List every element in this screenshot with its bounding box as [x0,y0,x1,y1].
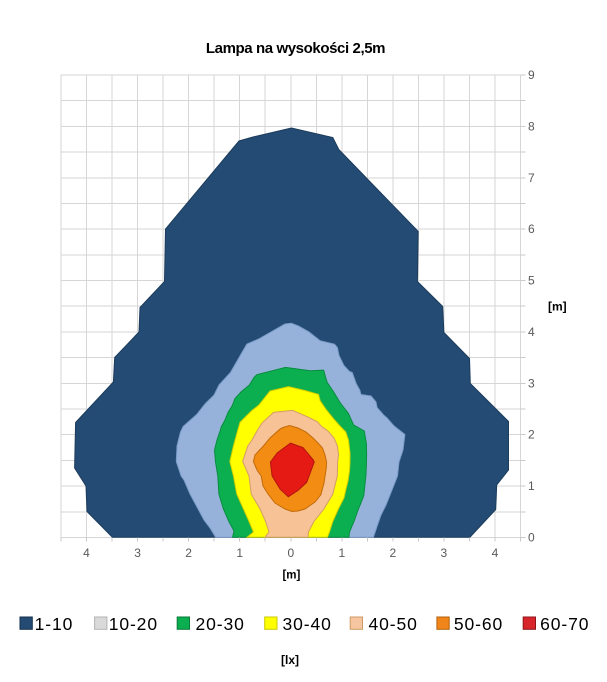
svg-text:Lampa na wysokości 2,5m: Lampa na wysokości 2,5m [206,40,385,57]
svg-text:[lx]: [lx] [281,653,299,667]
svg-text:[m]: [m] [548,300,567,314]
svg-text:20-30: 20-30 [196,614,245,634]
svg-text:4: 4 [528,325,535,339]
svg-text:0: 0 [287,546,294,560]
svg-text:8: 8 [528,119,535,133]
svg-text:2: 2 [390,546,397,560]
svg-text:0: 0 [528,531,535,545]
svg-text:1: 1 [338,546,345,560]
svg-text:10-20: 10-20 [109,614,158,634]
svg-text:4: 4 [492,546,499,560]
svg-text:30-40: 30-40 [283,614,332,634]
svg-text:6: 6 [528,222,535,236]
svg-text:1-10: 1-10 [35,614,74,634]
svg-text:4: 4 [83,546,90,560]
svg-text:1: 1 [528,479,535,493]
svg-text:7: 7 [528,171,535,185]
svg-text:2: 2 [528,428,535,442]
svg-text:3: 3 [134,546,141,560]
svg-text:60-70: 60-70 [540,614,589,634]
svg-text:2: 2 [185,546,192,560]
svg-text:40-50: 40-50 [369,614,418,634]
svg-text:3: 3 [528,376,535,390]
svg-text:50-60: 50-60 [454,614,503,634]
svg-text:5: 5 [528,274,535,288]
svg-text:9: 9 [528,68,535,82]
svg-text:1: 1 [236,546,243,560]
svg-text:3: 3 [441,546,448,560]
svg-text:[m]: [m] [282,570,300,582]
